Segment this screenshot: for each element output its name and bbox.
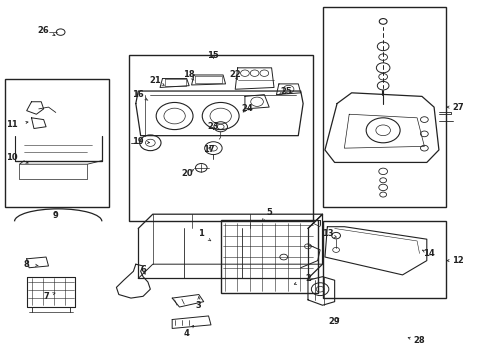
Bar [220, 220, 317, 293]
Text: 24: 24 [241, 104, 253, 114]
Text: 6: 6 [140, 265, 146, 274]
Text: 4: 4 [183, 329, 189, 338]
Text: 28: 28 [413, 336, 424, 346]
Text: 14: 14 [423, 249, 434, 258]
Text: 20: 20 [181, 169, 192, 178]
Bar [322, 7, 445, 207]
Text: 10: 10 [6, 152, 18, 162]
Text: 8: 8 [24, 260, 30, 269]
Text: 9: 9 [53, 211, 59, 221]
Text: 18: 18 [183, 70, 195, 80]
Text: 26: 26 [38, 26, 49, 35]
Bar [128, 55, 312, 221]
Text: 7: 7 [43, 292, 49, 301]
Text: 19: 19 [132, 136, 144, 146]
Text: 27: 27 [452, 102, 463, 112]
Text: 13: 13 [321, 229, 333, 238]
Text: 21: 21 [149, 76, 161, 85]
Text: 3: 3 [196, 301, 201, 310]
Bar [5, 79, 109, 207]
Text: 25: 25 [280, 86, 291, 96]
Text: 1: 1 [198, 229, 204, 238]
Text: 2: 2 [304, 274, 310, 283]
Text: 5: 5 [266, 208, 272, 217]
Text: 16: 16 [132, 90, 144, 99]
Text: 15: 15 [207, 51, 219, 60]
Text: 22: 22 [229, 70, 241, 80]
Text: 11: 11 [6, 120, 18, 130]
Text: 17: 17 [202, 145, 214, 155]
Text: 29: 29 [328, 317, 340, 326]
Bar [322, 221, 445, 298]
Text: 23: 23 [207, 122, 219, 131]
Text: 12: 12 [452, 256, 463, 265]
